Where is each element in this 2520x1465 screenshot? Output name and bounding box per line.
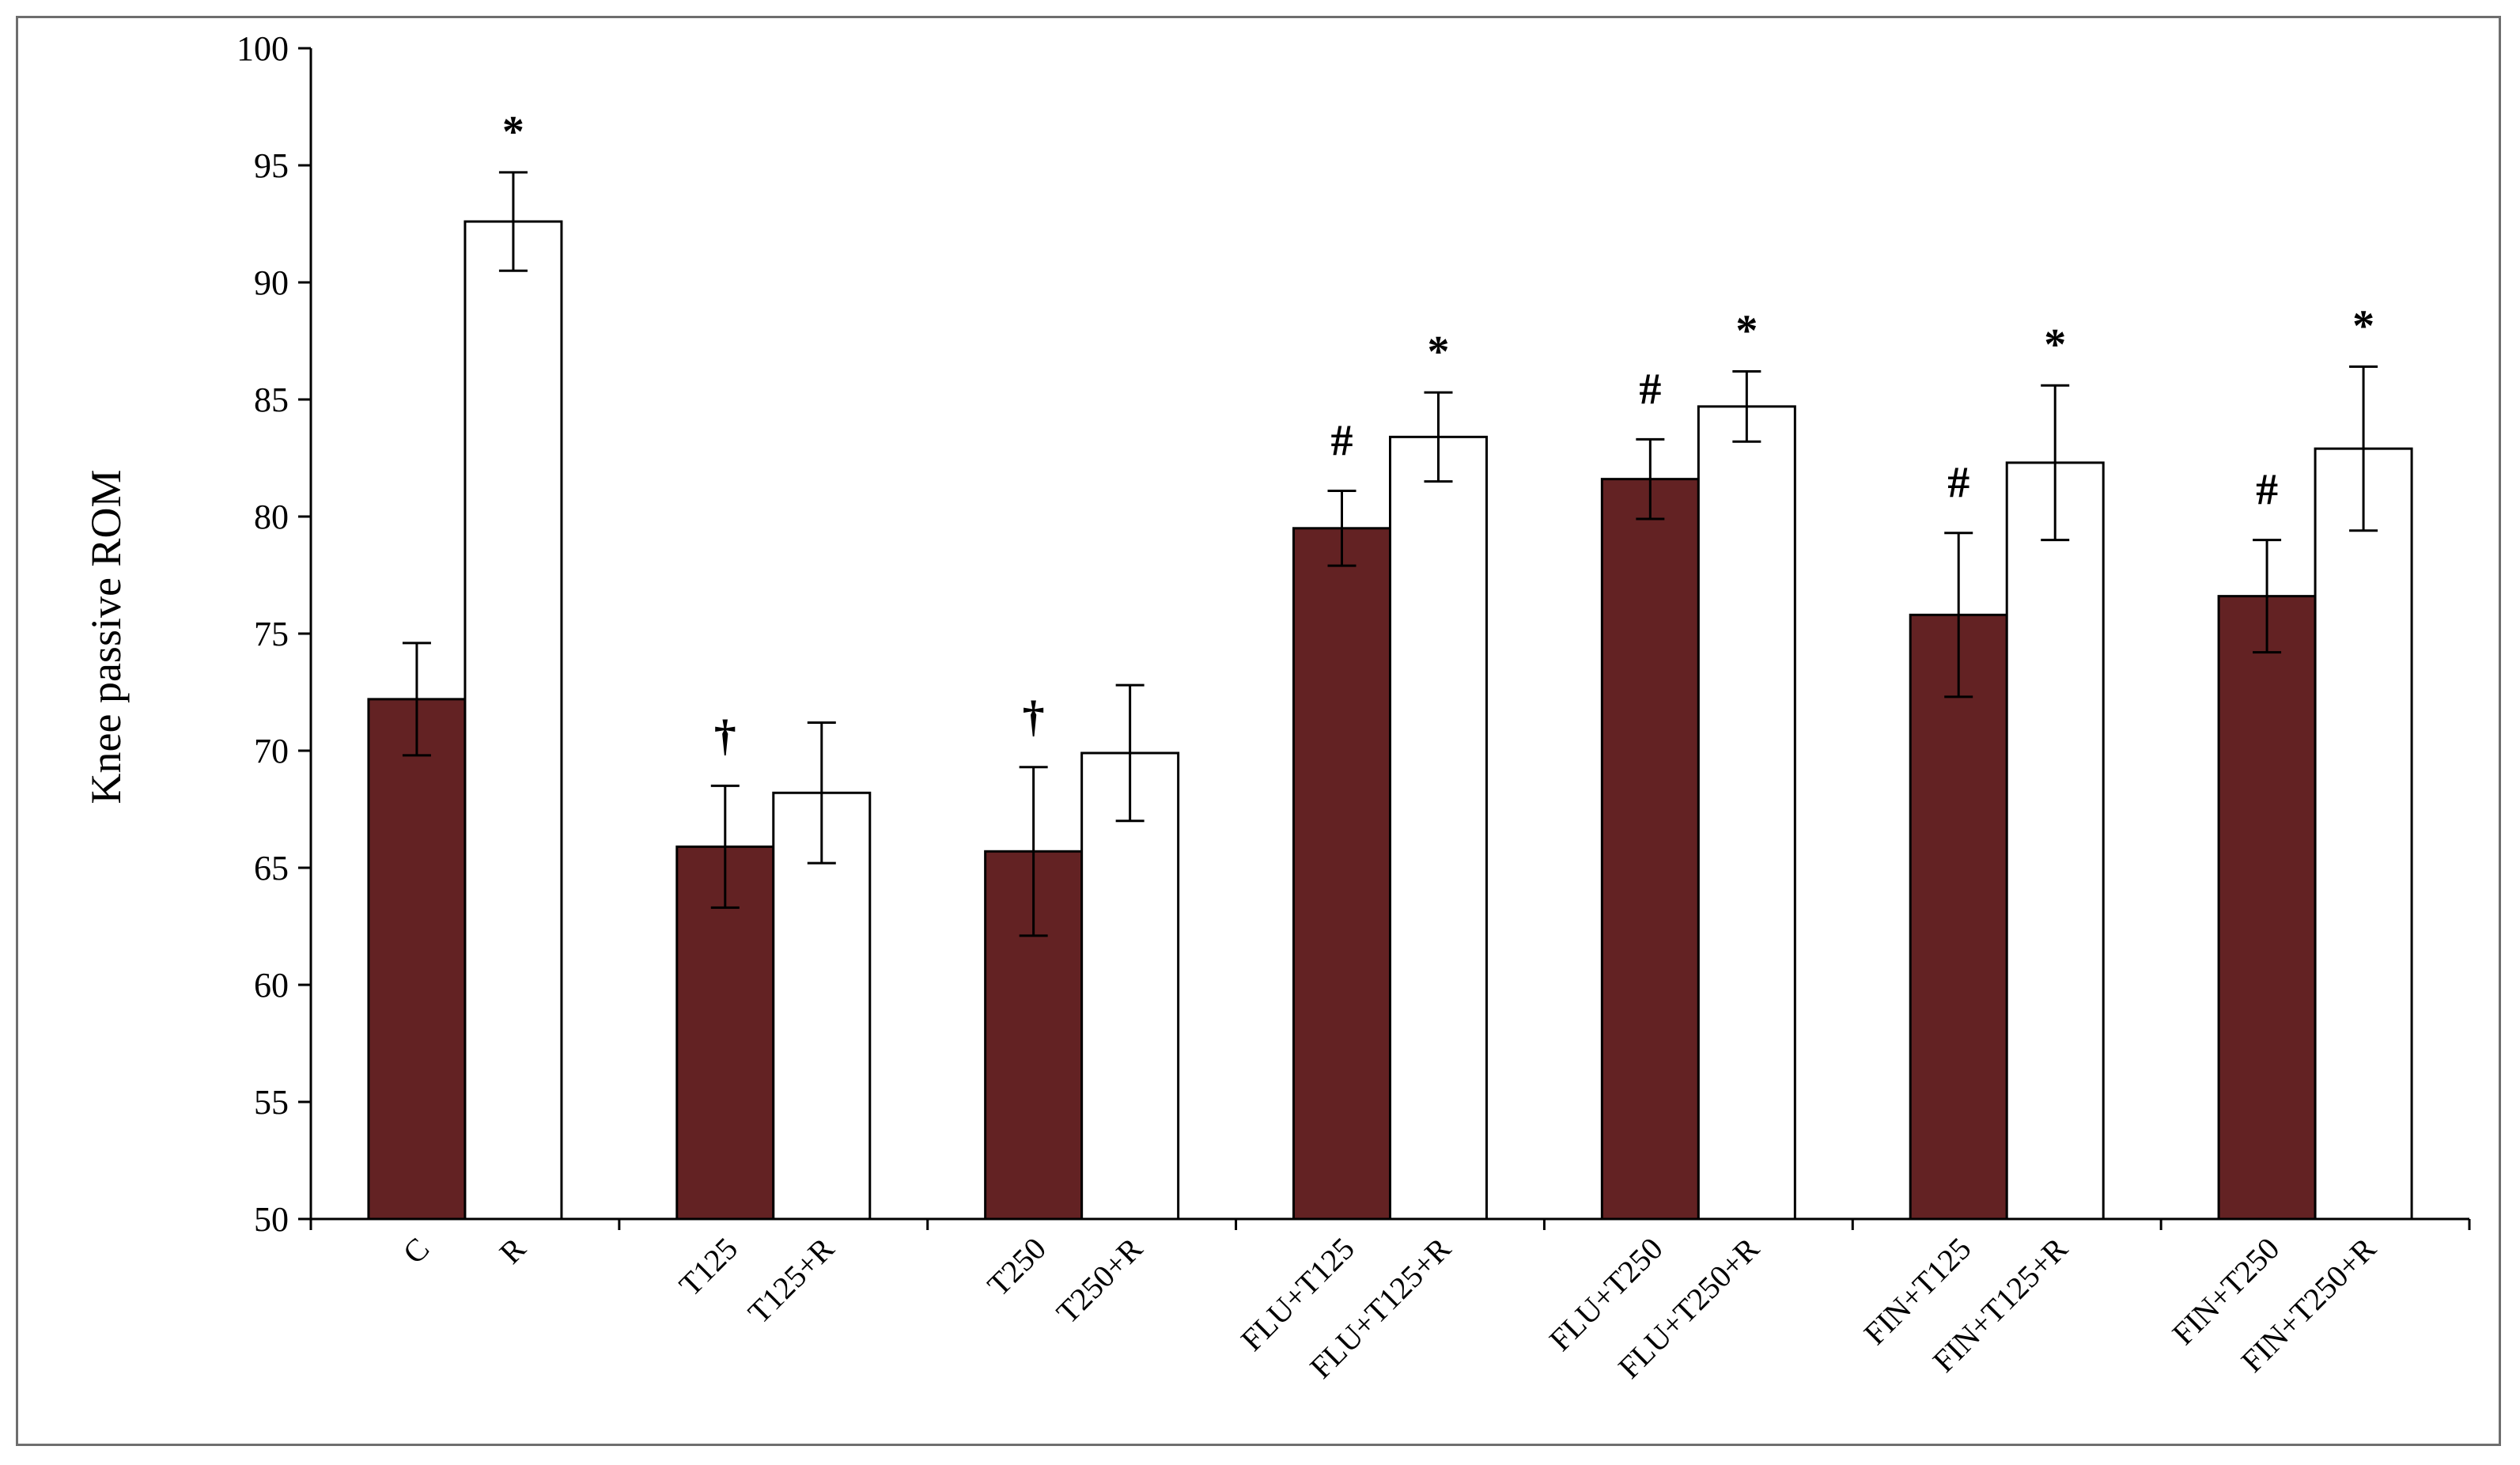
y-tick-label: 60 xyxy=(254,966,289,1005)
y-tick-label: 80 xyxy=(254,498,289,536)
y-tick-label: 65 xyxy=(254,849,289,888)
y-tick-label: 90 xyxy=(254,263,289,302)
significance-marker: † xyxy=(714,711,736,760)
significance-marker: # xyxy=(1331,416,1353,465)
bar xyxy=(2314,447,2413,1221)
y-tick-label: 70 xyxy=(254,732,289,770)
significance-marker: * xyxy=(502,108,524,157)
bar xyxy=(2217,595,2317,1221)
x-tick-label: T125+R xyxy=(741,1230,842,1331)
x-tick-label: C xyxy=(396,1231,437,1271)
significance-marker: * xyxy=(2044,320,2066,369)
significance-marker: † xyxy=(1023,693,1045,742)
bar xyxy=(1909,613,2008,1221)
x-tick-label: T250+R xyxy=(1050,1230,1150,1331)
significance-marker: * xyxy=(2352,302,2374,351)
chart-frame xyxy=(16,16,2501,1446)
bar xyxy=(1697,405,1796,1221)
significance-marker: # xyxy=(1947,459,1969,508)
bar xyxy=(367,698,467,1221)
bar xyxy=(2005,461,2105,1221)
y-tick-label: 85 xyxy=(254,380,289,419)
bar xyxy=(1389,435,1488,1221)
y-tick-label: 55 xyxy=(254,1083,289,1122)
significance-marker: # xyxy=(2256,466,2278,515)
y-axis-title: Knee passive ROM xyxy=(82,470,130,804)
bar xyxy=(464,220,563,1221)
x-tick-label: T125 xyxy=(672,1231,745,1304)
y-tick-label: 100 xyxy=(236,29,289,68)
significance-marker: * xyxy=(1735,306,1758,355)
bar xyxy=(1080,751,1180,1221)
bar xyxy=(1292,527,1391,1221)
significance-marker: # xyxy=(1639,365,1661,414)
x-tick-label: R xyxy=(493,1230,533,1270)
bar xyxy=(1600,478,1700,1221)
significance-marker: * xyxy=(1428,327,1450,377)
y-tick-label: 50 xyxy=(254,1200,289,1239)
y-tick-label: 75 xyxy=(254,615,289,653)
y-tick-label: 95 xyxy=(254,146,289,185)
x-tick-label: T250 xyxy=(980,1231,1053,1304)
